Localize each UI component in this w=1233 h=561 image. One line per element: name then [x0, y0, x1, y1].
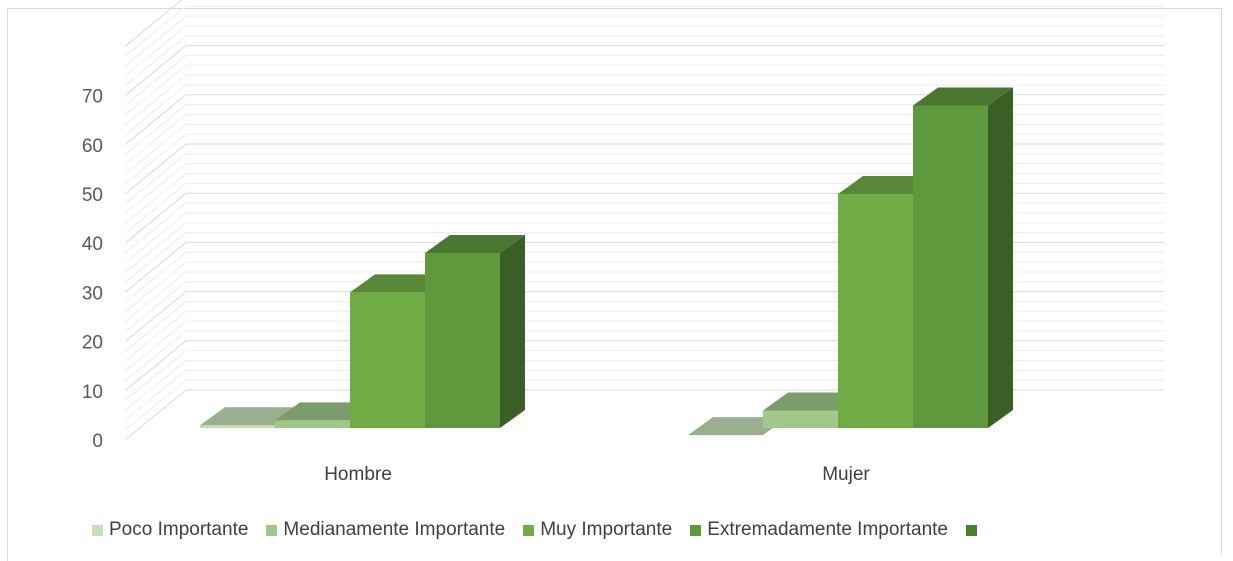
legend-item: Muy Importante — [523, 519, 672, 541]
bar — [350, 292, 425, 428]
gridline-side — [124, 94, 187, 146]
gridline-side — [124, 261, 187, 313]
legend-label: Muy Importante — [540, 519, 673, 540]
gridline-side — [124, 291, 187, 342]
gridline-side — [124, 310, 187, 362]
gridline-side — [124, 45, 187, 96]
gridline-side — [124, 232, 187, 283]
gridline-side — [124, 64, 187, 116]
gridline-side — [124, 271, 187, 323]
y-tick-label: 50 — [82, 185, 103, 206]
gridline-side — [124, 301, 187, 352]
x-category-label: Mujer — [822, 464, 870, 485]
gridline-side — [124, 153, 187, 205]
gridline-side — [124, 0, 183, 47]
gridline-side — [124, 202, 187, 254]
gridline-side — [124, 242, 187, 293]
bar — [913, 105, 988, 428]
legend-label: Medianamente Importante — [283, 519, 506, 540]
gridline-side — [124, 123, 187, 175]
legend-item — [966, 524, 983, 536]
gridline-side — [124, 84, 187, 136]
legend-label: Poco Importante — [109, 519, 249, 540]
bar — [425, 253, 500, 428]
gridline-side — [124, 114, 187, 165]
gridline-side — [124, 389, 187, 441]
gridline-side — [124, 133, 187, 185]
gridline-side — [124, 330, 187, 382]
gridline-side — [124, 182, 187, 234]
legend-label: Extremadamente Importante — [707, 519, 949, 540]
gridline-side — [124, 379, 187, 431]
gridline-side — [124, 340, 187, 392]
x-category-label: Hombre — [324, 464, 392, 485]
gridline-side — [124, 15, 187, 67]
legend-item: Extremadamente Importante — [690, 519, 948, 541]
legend-swatch — [92, 524, 103, 536]
legend-swatch — [266, 524, 278, 536]
bar-group — [200, 87, 1013, 436]
bar — [275, 420, 350, 428]
bar — [838, 194, 913, 428]
gridline-side — [124, 350, 187, 402]
y-tick-label: 20 — [82, 333, 103, 354]
gridline-side — [124, 173, 187, 224]
gridline-side — [124, 5, 187, 57]
legend-swatch — [966, 524, 978, 536]
legend-item: Medianamente Importante — [266, 519, 505, 541]
y-tick-label: 60 — [82, 136, 103, 157]
gridline-side — [124, 104, 187, 156]
gridline-side — [124, 222, 187, 274]
gridline-side — [124, 320, 187, 372]
y-tick-label: 0 — [92, 431, 103, 452]
gridline-side — [124, 163, 187, 215]
gridline-side — [124, 360, 187, 411]
chart-frame — [7, 8, 1222, 554]
y-tick-label: 70 — [82, 87, 103, 108]
y-tick-label: 40 — [82, 234, 103, 255]
legend-swatch — [690, 524, 702, 536]
gridline-side — [124, 212, 187, 264]
frame-divider — [7, 546, 8, 561]
chart-legend: Poco Importante Medianamente Importante Mu… — [92, 519, 983, 541]
gridline-side — [124, 35, 187, 87]
gridline-side — [124, 74, 187, 126]
bar-top — [425, 235, 525, 254]
gridline-side — [124, 251, 187, 303]
axis-labels: 0 10 20 30 40 50 60 70 Hombre Mujer — [82, 87, 871, 485]
bar — [763, 410, 838, 428]
bar — [200, 425, 275, 428]
bar-top — [913, 87, 1013, 106]
legend-item: Poco Importante — [92, 519, 248, 541]
bar-side — [988, 87, 1013, 428]
y-tick-label: 30 — [82, 283, 103, 304]
bar-side — [500, 235, 525, 428]
gridline-side — [124, 192, 187, 244]
gridline-side — [124, 281, 187, 333]
y-tick-label: 10 — [82, 382, 103, 403]
gridline-side — [124, 25, 187, 77]
legend-swatch — [523, 524, 535, 536]
gridline-side — [124, 369, 187, 421]
gridline-side — [124, 143, 187, 195]
gridline-side — [124, 55, 187, 106]
